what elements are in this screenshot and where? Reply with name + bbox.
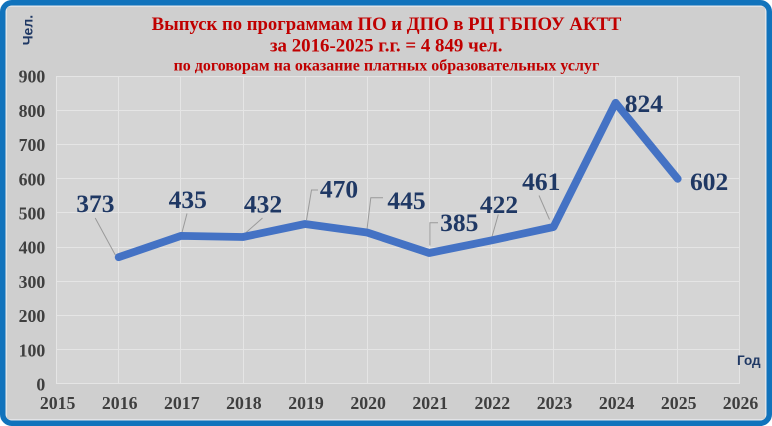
svg-text:Выпуск по программам ПО и ДПО: Выпуск по программам ПО и ДПО в РЦ ГБПОУ…: [152, 14, 622, 35]
svg-text:445: 445: [387, 186, 425, 215]
svg-text:за 2016-2025 г.г. = 4 849 чел.: за 2016-2025 г.г. = 4 849 чел.: [270, 36, 502, 57]
svg-text:602: 602: [690, 167, 728, 196]
svg-text:432: 432: [244, 189, 282, 218]
svg-text:422: 422: [480, 190, 518, 219]
svg-text:Год: Год: [737, 353, 761, 368]
svg-text:400: 400: [19, 238, 46, 258]
svg-text:700: 700: [19, 135, 46, 155]
svg-text:2015: 2015: [40, 393, 76, 413]
svg-text:500: 500: [19, 204, 46, 224]
svg-text:2020: 2020: [350, 393, 386, 413]
svg-text:2024: 2024: [599, 393, 635, 413]
svg-text:600: 600: [19, 169, 46, 189]
svg-text:2026: 2026: [723, 393, 759, 413]
svg-text:0: 0: [36, 375, 45, 395]
svg-text:2025: 2025: [661, 393, 697, 413]
svg-text:435: 435: [169, 185, 207, 214]
svg-text:2021: 2021: [412, 393, 448, 413]
svg-text:800: 800: [19, 101, 46, 121]
svg-text:385: 385: [440, 208, 478, 237]
svg-text:200: 200: [19, 306, 46, 326]
svg-text:461: 461: [522, 167, 560, 196]
svg-text:по договорам на оказание платн: по договорам на оказание платных образов…: [174, 58, 600, 75]
svg-text:2018: 2018: [226, 393, 262, 413]
svg-text:2019: 2019: [288, 393, 324, 413]
svg-text:2017: 2017: [164, 393, 200, 413]
svg-text:900: 900: [19, 67, 46, 87]
svg-text:470: 470: [320, 175, 358, 204]
svg-text:100: 100: [19, 340, 46, 360]
svg-text:373: 373: [76, 189, 114, 218]
svg-text:2016: 2016: [102, 393, 138, 413]
svg-text:824: 824: [625, 89, 664, 118]
svg-text:300: 300: [19, 272, 46, 292]
svg-text:2022: 2022: [475, 393, 511, 413]
svg-text:2023: 2023: [537, 393, 573, 413]
svg-text:Чел.: Чел.: [19, 15, 35, 45]
